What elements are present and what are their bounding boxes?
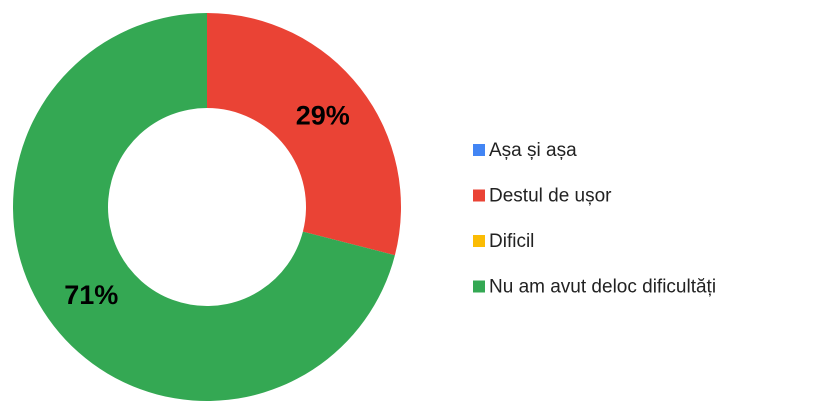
- legend-label: Nu am avut deloc dificultăți: [489, 277, 716, 298]
- slice: [12, 13, 395, 401]
- value-label: 29%: [296, 100, 350, 130]
- legend-swatch: [473, 144, 485, 156]
- legend-swatch: [473, 280, 485, 293]
- legend-label: Destul de ușor: [489, 186, 612, 207]
- slice: [207, 13, 401, 256]
- legend-swatch: [473, 189, 485, 202]
- legend-label: Așa și așa: [489, 140, 577, 161]
- value-label: 71%: [64, 280, 118, 310]
- legend-swatch: [473, 235, 485, 247]
- legend-label: Dificil: [489, 231, 534, 252]
